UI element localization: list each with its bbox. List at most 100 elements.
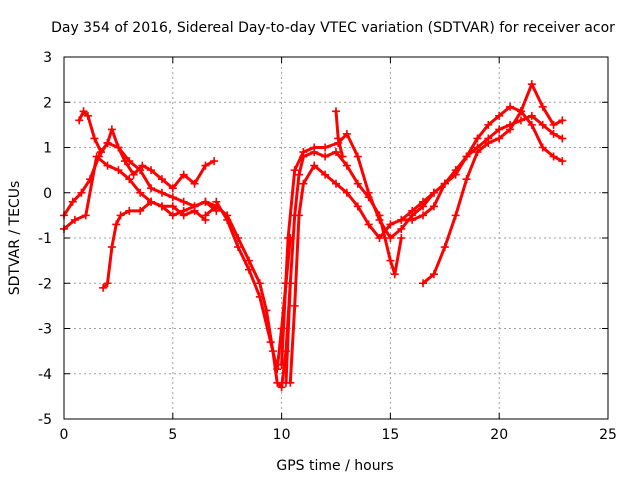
data-point: [386, 234, 395, 242]
data-point: [286, 279, 295, 288]
x-tick-label: 5: [168, 427, 177, 443]
data-point: [96, 148, 105, 157]
data-point: [201, 161, 210, 170]
data-point: [375, 234, 384, 242]
data-point: [451, 170, 460, 179]
y-tick-label: -5: [38, 412, 52, 428]
data-point: [429, 202, 438, 211]
data-point: [136, 206, 145, 215]
data-point: [440, 179, 449, 188]
data-point: [157, 188, 166, 197]
data-point: [277, 360, 286, 369]
data-point: [332, 179, 340, 188]
data-point: [120, 157, 129, 166]
data-point: [168, 202, 177, 211]
grid-lines: [64, 57, 608, 419]
data-series: [332, 107, 347, 161]
data-point: [429, 188, 438, 197]
data-series: [286, 161, 449, 387]
data-point: [116, 211, 125, 220]
data-point: [179, 170, 188, 179]
data-point: [168, 211, 177, 220]
data-series: [440, 102, 567, 188]
data-point: [390, 270, 399, 279]
data-point: [558, 157, 567, 166]
data-point: [353, 179, 362, 188]
x-tick-label: 15: [381, 427, 399, 443]
data-point: [290, 166, 299, 175]
x-axis-label: GPS time / hours: [276, 458, 393, 474]
y-tick-label: 0: [43, 186, 52, 202]
data-point: [168, 193, 177, 202]
x-tick-label: 25: [599, 427, 617, 443]
data-point: [462, 175, 471, 184]
data-point: [273, 378, 282, 387]
data-point: [114, 166, 123, 175]
data-point: [112, 220, 121, 229]
data-point: [147, 197, 156, 206]
data-point: [429, 270, 438, 279]
data-point: [103, 138, 112, 147]
data-point: [79, 107, 88, 116]
data-point: [342, 129, 351, 138]
data-point: [386, 256, 395, 265]
data-point: [397, 224, 406, 233]
data-point: [538, 120, 547, 129]
data-point: [179, 211, 188, 220]
data-point: [527, 80, 536, 89]
data-point: [201, 197, 210, 206]
data-point: [210, 157, 219, 166]
data-point: [310, 143, 319, 152]
data-point: [558, 116, 567, 125]
data-point: [136, 188, 145, 197]
data-point: [495, 134, 504, 143]
data-point: [473, 148, 482, 157]
data-point: [92, 152, 101, 161]
axes: 0 5 10 15 20 25 -5 -4 -3 -2 -1 0 1 2 3: [38, 50, 617, 443]
data-point: [190, 179, 199, 188]
data-point: [364, 188, 373, 197]
data-series: [419, 80, 567, 288]
data-point: [364, 220, 373, 229]
data-point: [83, 111, 92, 120]
data-point: [353, 152, 362, 161]
data-point: [179, 197, 188, 206]
data-point: [266, 338, 275, 347]
series-line: [443, 105, 564, 186]
series-line: [214, 200, 292, 371]
data-point: [81, 211, 90, 220]
data-point: [549, 120, 558, 129]
data-point: [495, 125, 504, 134]
data-point: [506, 125, 515, 134]
data-point: [147, 166, 156, 175]
data-point: [157, 202, 166, 211]
data-point: [332, 148, 340, 157]
y-tick-label: 1: [43, 141, 52, 157]
series-line: [334, 109, 344, 159]
data-point: [125, 175, 134, 184]
data-layer: [60, 80, 567, 392]
data-series: [75, 107, 219, 193]
data-point: [107, 125, 116, 134]
data-point: [90, 134, 99, 143]
y-axis-label: SDTVAR / TECUs: [7, 181, 23, 296]
data-point: [516, 116, 525, 125]
data-point: [255, 279, 264, 288]
data-point: [321, 143, 330, 152]
data-point: [375, 215, 384, 224]
data-point: [506, 102, 515, 111]
data-point: [484, 120, 493, 129]
x-tick-label: 10: [273, 427, 291, 443]
data-point: [295, 170, 304, 179]
data-point: [321, 170, 330, 179]
data-point: [157, 175, 166, 184]
data-point: [549, 152, 558, 161]
y-tick-label: -4: [38, 367, 52, 383]
data-point: [286, 378, 295, 387]
data-point: [334, 134, 343, 143]
data-point: [125, 206, 134, 215]
data-point: [353, 202, 362, 211]
data-point: [223, 215, 232, 224]
data-point: [299, 148, 308, 157]
